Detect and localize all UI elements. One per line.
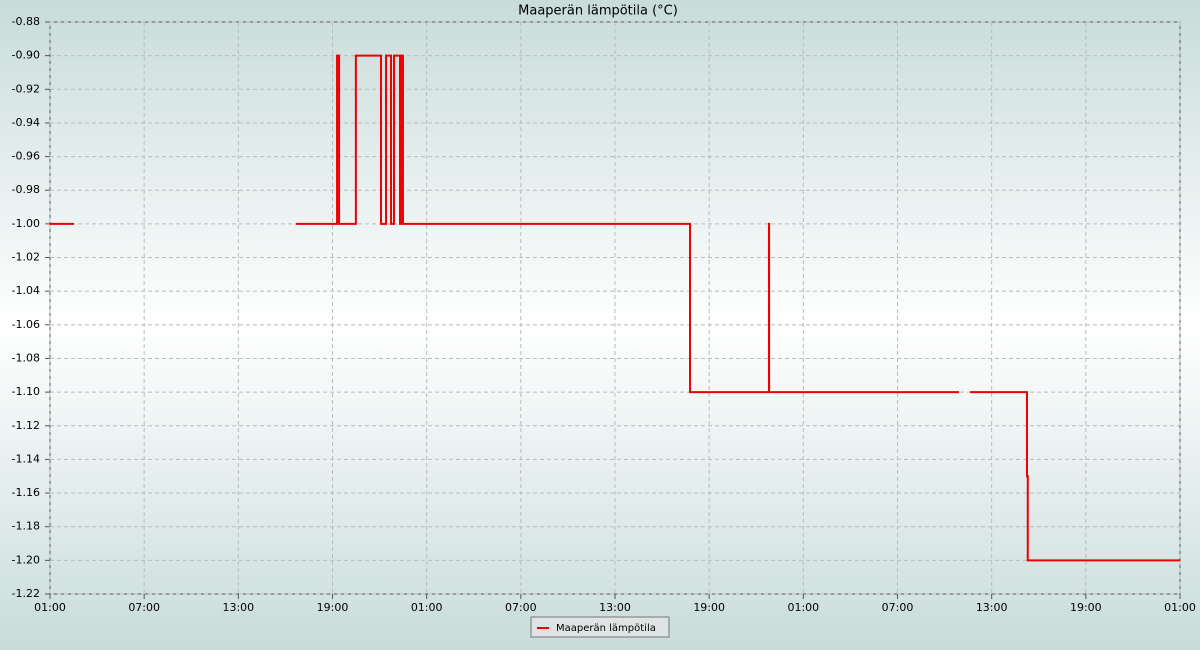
x-tick-label: 19:00	[317, 601, 349, 614]
x-tick-label: 07:00	[505, 601, 537, 614]
x-tick-label: 13:00	[599, 601, 631, 614]
legend	[530, 616, 670, 638]
y-tick-label: -0.98	[12, 183, 40, 196]
x-tick-label: 01:00	[411, 601, 443, 614]
y-tick-label: -1.04	[12, 284, 40, 297]
legend-label: Maaperän lämpötila	[556, 623, 656, 634]
x-tick-label: 07:00	[128, 601, 160, 614]
y-tick-label: -0.92	[12, 82, 40, 95]
y-tick-label: -1.10	[12, 385, 40, 398]
y-tick-label: -1.16	[12, 486, 40, 499]
y-tick-label: -1.00	[12, 217, 40, 230]
x-tick-label: 19:00	[1070, 601, 1102, 614]
y-tick-label: -1.08	[12, 351, 40, 364]
y-tick-label: -1.12	[12, 419, 40, 432]
data-line	[50, 54, 1180, 562]
x-tick-label: 01:00	[34, 601, 66, 614]
y-tick-label: -1.14	[12, 452, 40, 465]
chart-title: Maaperän lämpötila (°C)	[518, 4, 678, 19]
y-tick-label: -0.96	[12, 150, 40, 163]
x-tick-label: 13:00	[976, 601, 1008, 614]
y-tick-label: -0.94	[12, 116, 40, 129]
y-tick-label: -1.22	[12, 587, 40, 600]
x-tick-label: 01:00	[787, 601, 819, 614]
y-tick-label: -1.02	[12, 251, 40, 264]
legend-box	[530, 616, 670, 638]
x-tick-label: 19:00	[693, 601, 725, 614]
y-tick-label: -1.06	[12, 318, 40, 331]
y-tick-label: -0.90	[12, 49, 40, 62]
x-tick-label: 07:00	[882, 601, 914, 614]
y-tick-label: -0.88	[12, 15, 40, 28]
x-tick-label: 01:00	[1164, 601, 1196, 614]
y-tick-label: -1.20	[12, 553, 40, 566]
y-tick-label: -1.18	[12, 520, 40, 533]
x-tick-label: 13:00	[222, 601, 254, 614]
